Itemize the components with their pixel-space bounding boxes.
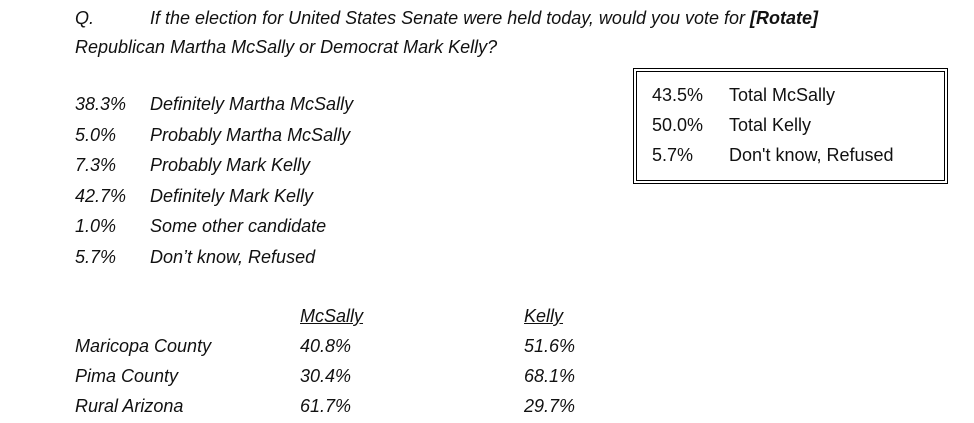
rotate-note: [Rotate] (750, 8, 819, 28)
response-pct: 7.3% (75, 155, 117, 175)
response-pct: 5.0% (75, 124, 117, 145)
region-value: 40.8% (300, 336, 352, 356)
question-text: If the election for United States Senate… (150, 8, 746, 28)
region-name: Pima County (75, 366, 179, 386)
region-value: 51.6% (524, 336, 576, 356)
column-header: McSally (300, 306, 364, 326)
question-line: If the election for United States Senate… (150, 7, 818, 29)
region-value: 61.7% (300, 396, 352, 416)
response-pct: 38.3% (75, 94, 127, 114)
response-label: Probably Mark Kelly (150, 155, 311, 175)
total-label: Don't know, Refused (729, 145, 894, 165)
region-name: Maricopa County (75, 336, 212, 356)
response-label: Definitely Martha McSally (150, 94, 354, 114)
total-pct: 50.0% (652, 115, 704, 135)
response-pct: 5.7% (75, 246, 117, 267)
response-label: Definitely Mark Kelly (150, 185, 314, 206)
region-name: Rural Arizona (75, 396, 184, 416)
response-pct: 1.0% (75, 216, 117, 236)
total-pct: 43.5% (652, 85, 704, 105)
column-header: Kelly (524, 306, 564, 326)
question-label: Q. (75, 8, 95, 28)
response-label: Don’t know, Refused (150, 246, 316, 267)
question-line-2: Republican Martha McSally or Democrat Ma… (75, 37, 498, 57)
response-label: Some other candidate (150, 216, 327, 236)
total-pct: 5.7% (652, 145, 694, 165)
region-value: 29.7% (524, 396, 576, 416)
response-pct: 42.7% (75, 185, 127, 206)
region-value: 68.1% (524, 366, 576, 386)
response-label: Probably Martha McSally (150, 124, 351, 145)
totals-box (633, 68, 948, 184)
region-value: 30.4% (300, 366, 352, 386)
total-label: Total McSally (729, 85, 836, 105)
total-label: Total Kelly (729, 115, 812, 135)
